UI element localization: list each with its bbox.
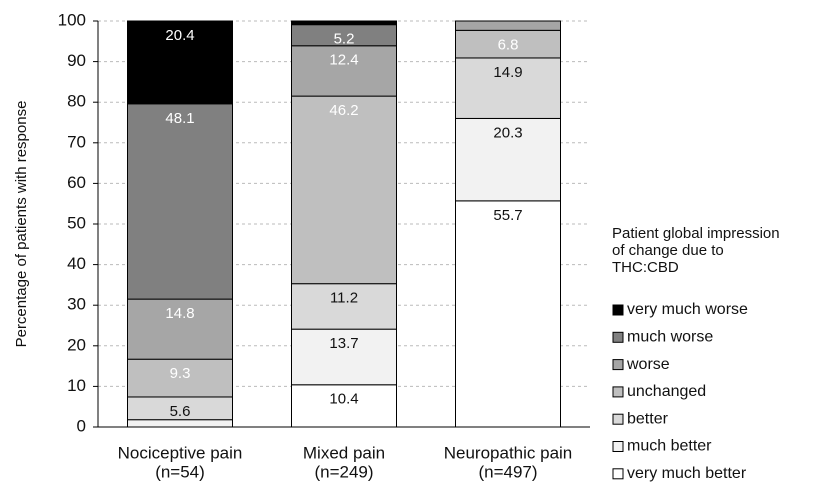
bar-segment xyxy=(455,57,561,119)
value-label: 14.9 xyxy=(493,64,522,81)
value-label: 20.4 xyxy=(165,27,194,44)
bar-segment xyxy=(291,283,397,330)
value-label: 13.7 xyxy=(329,335,358,352)
legend-swatch xyxy=(612,386,624,398)
legend-label: very much worse xyxy=(627,301,748,318)
bar-segment xyxy=(127,103,233,300)
value-label: 9.3 xyxy=(170,365,191,382)
value-label: 11.2 xyxy=(330,290,358,307)
legend-label: unchanged xyxy=(627,383,706,400)
value-label: 5.2 xyxy=(334,31,355,48)
legend-title: Patient global impression xyxy=(612,225,780,242)
bar-segment xyxy=(127,419,233,428)
legend-title: THC:CBD xyxy=(612,259,679,276)
legend-label: better xyxy=(627,410,669,427)
value-label: 48.1 xyxy=(165,110,194,127)
value-label: 12.4 xyxy=(329,52,358,69)
y-tick-label: 40 xyxy=(67,254,86,273)
legend-swatch xyxy=(612,359,624,371)
legend-label: much worse xyxy=(627,329,713,346)
bar-segment xyxy=(291,328,397,386)
x-tick-label: (n=497) xyxy=(478,462,537,481)
bar-segment xyxy=(455,29,561,59)
x-tick-label: (n=54) xyxy=(155,462,205,481)
legend-swatch xyxy=(612,304,624,316)
y-tick-label: 100 xyxy=(58,10,86,29)
legend-swatch xyxy=(612,468,624,480)
y-tick-label: 20 xyxy=(67,335,86,354)
legend-label: worse xyxy=(626,356,670,373)
x-tick-label: (n=249) xyxy=(314,462,373,481)
bar-segment xyxy=(291,20,397,26)
bar-segment xyxy=(455,200,561,428)
value-label: 10.4 xyxy=(329,391,358,408)
value-label: 20.3 xyxy=(493,124,522,141)
legend-swatch xyxy=(612,441,624,452)
y-tick-label: 60 xyxy=(67,173,86,192)
legend-label: much better xyxy=(627,438,712,455)
value-label: 6.8 xyxy=(498,36,519,53)
legend-label: very much better xyxy=(627,465,747,482)
value-label: 14.8 xyxy=(165,305,194,322)
y-tick-label: 90 xyxy=(67,51,86,70)
legend-swatch xyxy=(612,413,624,425)
value-label: 46.2 xyxy=(329,102,358,119)
y-tick-label: 70 xyxy=(67,132,86,151)
y-tick-label: 10 xyxy=(67,376,86,395)
legend-swatch xyxy=(612,331,624,343)
x-tick-label: Mixed pain xyxy=(303,443,385,462)
value-label: 5.6 xyxy=(170,403,191,420)
y-tick-label: 30 xyxy=(67,295,86,314)
x-tick-label: Neuropathic pain xyxy=(444,443,573,462)
bar-segment xyxy=(291,95,397,285)
y-tick-label: 80 xyxy=(67,92,86,111)
bar-segment xyxy=(455,117,561,202)
bar-segment xyxy=(127,20,233,105)
y-tick-label: 0 xyxy=(77,416,86,435)
legend-title: of change due to xyxy=(612,242,724,259)
value-label: 55.7 xyxy=(493,207,522,224)
y-axis-label: Percentage of patients with response xyxy=(13,101,30,348)
y-tick-label: 50 xyxy=(67,213,86,232)
x-tick-label: Nociceptive pain xyxy=(118,443,243,462)
bar-segment xyxy=(455,20,561,31)
